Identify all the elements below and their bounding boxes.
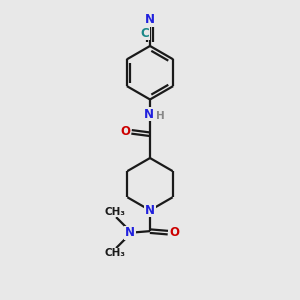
Text: N: N <box>143 108 154 121</box>
Text: O: O <box>169 226 179 239</box>
Text: H: H <box>156 111 165 122</box>
Text: O: O <box>120 125 130 138</box>
Text: CH₃: CH₃ <box>104 207 125 217</box>
Text: N: N <box>145 204 155 217</box>
Text: N: N <box>125 226 135 239</box>
Text: C: C <box>141 27 149 40</box>
Text: CH₃: CH₃ <box>104 248 125 258</box>
Text: N: N <box>145 13 155 26</box>
